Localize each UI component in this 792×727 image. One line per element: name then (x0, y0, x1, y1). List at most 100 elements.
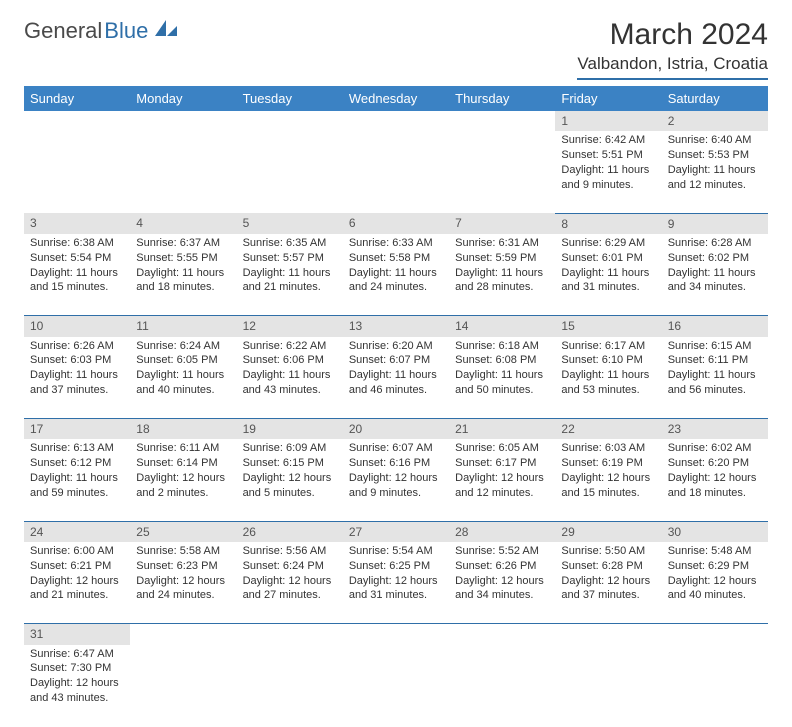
col-monday: Monday (130, 86, 236, 111)
daylight-text: Daylight: 11 hours (561, 368, 655, 383)
day-body-cell (24, 131, 130, 213)
sunset-text: Sunset: 5:55 PM (136, 251, 230, 266)
col-tuesday: Tuesday (237, 86, 343, 111)
day-number-cell: 8 (555, 213, 661, 234)
sunrise-text: Sunrise: 6:33 AM (349, 236, 443, 251)
daylight-text: and 59 minutes. (30, 486, 124, 501)
day-body-cell: Sunrise: 6:09 AMSunset: 6:15 PMDaylight:… (237, 439, 343, 521)
day-body-cell: Sunrise: 6:20 AMSunset: 6:07 PMDaylight:… (343, 337, 449, 419)
sunrise-text: Sunrise: 6:07 AM (349, 441, 443, 456)
daynum-row: 24252627282930 (24, 521, 768, 542)
sunset-text: Sunset: 5:53 PM (668, 148, 762, 163)
sunrise-text: Sunrise: 6:18 AM (455, 339, 549, 354)
day-body-cell (343, 131, 449, 213)
daylight-text: Daylight: 12 hours (243, 574, 337, 589)
sunrise-text: Sunrise: 6:00 AM (30, 544, 124, 559)
col-friday: Friday (555, 86, 661, 111)
col-thursday: Thursday (449, 86, 555, 111)
day-number-cell: 3 (24, 213, 130, 234)
sunrise-text: Sunrise: 6:15 AM (668, 339, 762, 354)
daylight-text: and 40 minutes. (668, 588, 762, 603)
day-number-cell: 30 (662, 521, 768, 542)
day-number-cell: 22 (555, 419, 661, 440)
daylight-text: Daylight: 12 hours (668, 471, 762, 486)
daynum-row: 31 (24, 624, 768, 645)
daylight-text: and 9 minutes. (349, 486, 443, 501)
brand-part1: General (24, 18, 102, 44)
sunset-text: Sunset: 5:58 PM (349, 251, 443, 266)
sunset-text: Sunset: 6:20 PM (668, 456, 762, 471)
sunset-text: Sunset: 5:54 PM (30, 251, 124, 266)
daylight-text: Daylight: 11 hours (561, 266, 655, 281)
brand-logo: GeneralBlue (24, 18, 179, 44)
sunset-text: Sunset: 6:06 PM (243, 353, 337, 368)
sunrise-text: Sunrise: 6:05 AM (455, 441, 549, 456)
daylight-text: Daylight: 11 hours (30, 471, 124, 486)
day-body-cell: Sunrise: 6:03 AMSunset: 6:19 PMDaylight:… (555, 439, 661, 521)
day-number-cell: 29 (555, 521, 661, 542)
sunset-text: Sunset: 6:10 PM (561, 353, 655, 368)
daylight-text: and 5 minutes. (243, 486, 337, 501)
week-row: Sunrise: 6:13 AMSunset: 6:12 PMDaylight:… (24, 439, 768, 521)
sunrise-text: Sunrise: 6:35 AM (243, 236, 337, 251)
daylight-text: and 21 minutes. (30, 588, 124, 603)
daylight-text: Daylight: 12 hours (455, 471, 549, 486)
day-body-cell: Sunrise: 6:29 AMSunset: 6:01 PMDaylight:… (555, 234, 661, 316)
day-number-cell: 10 (24, 316, 130, 337)
sunset-text: Sunset: 6:05 PM (136, 353, 230, 368)
sunset-text: Sunset: 6:17 PM (455, 456, 549, 471)
daylight-text: and 43 minutes. (243, 383, 337, 398)
sunrise-text: Sunrise: 6:02 AM (668, 441, 762, 456)
daylight-text: and 28 minutes. (455, 280, 549, 295)
day-body-cell: Sunrise: 6:07 AMSunset: 6:16 PMDaylight:… (343, 439, 449, 521)
title-block: March 2024 Valbandon, Istria, Croatia (577, 18, 768, 80)
day-number-cell: 4 (130, 213, 236, 234)
sunset-text: Sunset: 6:25 PM (349, 559, 443, 574)
day-number-cell: 23 (662, 419, 768, 440)
day-number-cell: 13 (343, 316, 449, 337)
day-body-cell: Sunrise: 6:24 AMSunset: 6:05 PMDaylight:… (130, 337, 236, 419)
col-saturday: Saturday (662, 86, 768, 111)
sunrise-text: Sunrise: 6:31 AM (455, 236, 549, 251)
daylight-text: Daylight: 12 hours (243, 471, 337, 486)
sunset-text: Sunset: 6:01 PM (561, 251, 655, 266)
sunrise-text: Sunrise: 6:37 AM (136, 236, 230, 251)
daylight-text: Daylight: 11 hours (243, 368, 337, 383)
daylight-text: and 12 minutes. (455, 486, 549, 501)
daylight-text: and 31 minutes. (349, 588, 443, 603)
daylight-text: Daylight: 12 hours (561, 471, 655, 486)
day-number-cell (237, 624, 343, 645)
week-row: Sunrise: 6:26 AMSunset: 6:03 PMDaylight:… (24, 337, 768, 419)
brand-part2: Blue (104, 18, 148, 44)
day-body-cell (449, 645, 555, 727)
day-body-cell (130, 645, 236, 727)
sunset-text: Sunset: 6:19 PM (561, 456, 655, 471)
day-body-cell: Sunrise: 6:31 AMSunset: 5:59 PMDaylight:… (449, 234, 555, 316)
day-number-cell (662, 624, 768, 645)
day-number-cell: 21 (449, 419, 555, 440)
sunrise-text: Sunrise: 6:24 AM (136, 339, 230, 354)
day-number-cell (24, 111, 130, 131)
day-number-cell: 26 (237, 521, 343, 542)
daylight-text: and 53 minutes. (561, 383, 655, 398)
daylight-text: Daylight: 11 hours (136, 266, 230, 281)
sunrise-text: Sunrise: 5:50 AM (561, 544, 655, 559)
day-number-cell: 2 (662, 111, 768, 131)
day-number-cell: 28 (449, 521, 555, 542)
day-body-cell (237, 131, 343, 213)
sunrise-text: Sunrise: 6:40 AM (668, 133, 762, 148)
day-body-cell: Sunrise: 6:05 AMSunset: 6:17 PMDaylight:… (449, 439, 555, 521)
day-body-cell: Sunrise: 6:13 AMSunset: 6:12 PMDaylight:… (24, 439, 130, 521)
day-body-cell: Sunrise: 6:40 AMSunset: 5:53 PMDaylight:… (662, 131, 768, 213)
day-body-cell (449, 131, 555, 213)
daylight-text: Daylight: 12 hours (136, 574, 230, 589)
day-number-cell: 19 (237, 419, 343, 440)
daylight-text: Daylight: 11 hours (349, 266, 443, 281)
sunrise-text: Sunrise: 5:58 AM (136, 544, 230, 559)
week-row: Sunrise: 6:47 AMSunset: 7:30 PMDaylight:… (24, 645, 768, 727)
sunrise-text: Sunrise: 6:28 AM (668, 236, 762, 251)
day-body-cell: Sunrise: 6:33 AMSunset: 5:58 PMDaylight:… (343, 234, 449, 316)
day-number-cell (130, 624, 236, 645)
daylight-text: and 37 minutes. (561, 588, 655, 603)
day-body-cell: Sunrise: 6:42 AMSunset: 5:51 PMDaylight:… (555, 131, 661, 213)
